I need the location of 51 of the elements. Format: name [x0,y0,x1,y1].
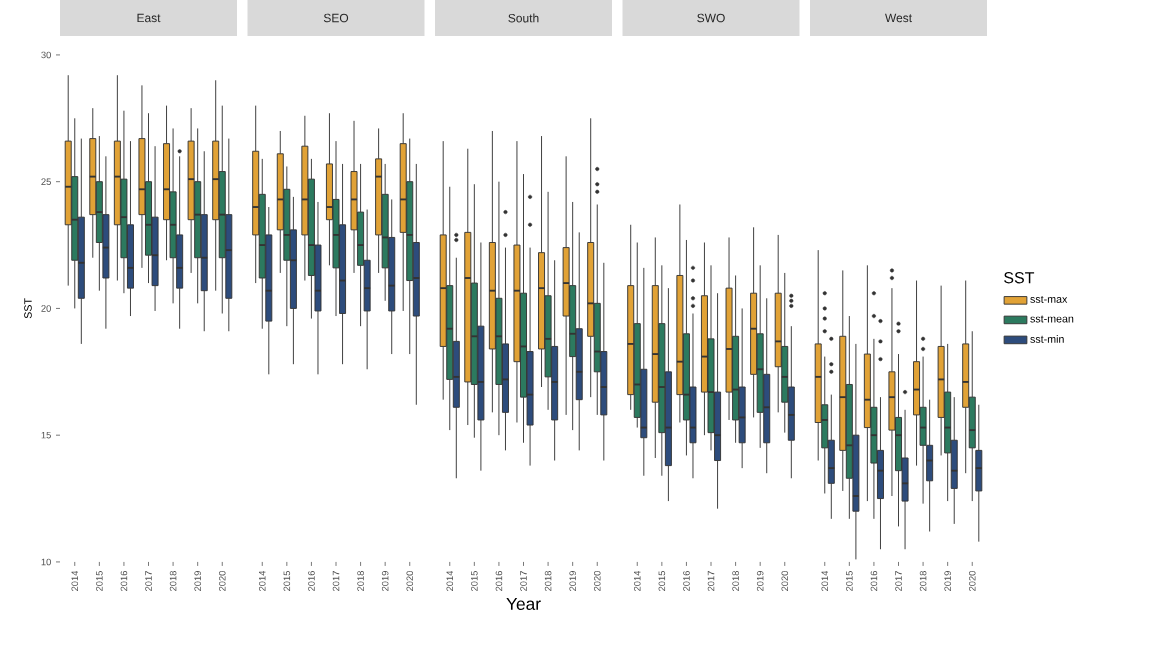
x-tick-label: 2018 [732,571,739,591]
x-tick-label: 2017 [332,571,340,591]
x-tick-label: 2014 [446,570,454,591]
x-tick-label: 2018 [919,571,927,591]
chart-title: East [137,13,161,23]
x-tick-label: 2017 [520,571,527,591]
x-tick-label: 2016 [120,571,128,591]
legend-label: sst-mean [1030,315,1074,323]
x-tick-label: 2016 [870,571,878,591]
x-tick-label: 2014 [633,570,641,591]
y-tick-label: 10 [41,558,51,566]
chart-title: South [508,13,539,23]
legend-label: sst-min [1030,335,1064,343]
x-tick-label: 2020 [406,571,414,591]
x-tick-label: 2019 [381,571,389,591]
chart-title: SEO [323,13,349,23]
x-tick-label: 2020 [593,571,601,591]
x-tick-label: 2015 [96,571,103,591]
y-axis-title: SST [24,298,32,319]
x-tick-label: 2016 [495,571,503,591]
x-tick-label: 2019 [756,571,764,591]
x-tick-label: 2016 [683,571,690,591]
x-tick-label: 2019 [194,571,201,591]
y-tick-label: 20 [41,305,51,312]
x-axis-title: Year [506,597,541,611]
x-tick-label: 2020 [218,571,226,591]
x-tick-label: 2015 [846,571,853,591]
x-tick-label: 2015 [658,571,666,591]
chart-title: West [885,13,912,23]
x-tick-label: 2019 [569,571,576,591]
x-tick-label: 2018 [169,571,177,591]
x-tick-label: 2014 [821,570,829,591]
x-tick-label: 2020 [968,571,976,591]
x-tick-label: 2014 [258,570,266,591]
y-tick-label: 15 [41,431,51,439]
x-tick-label: 2019 [944,571,951,591]
y-tick-label: 25 [41,178,51,186]
x-tick-label: 2015 [283,571,291,591]
x-tick-label: 2015 [471,571,478,591]
legend-title: SST [1004,272,1035,284]
x-tick-label: 2017 [145,571,152,591]
x-tick-label: 2017 [895,571,902,591]
x-tick-label: 2016 [308,571,315,591]
x-tick-label: 2018 [357,571,364,591]
x-tick-label: 2018 [544,571,552,591]
x-tick-label: 2014 [71,570,79,591]
legend-label: sst-max [1030,295,1068,303]
x-tick-label: 2017 [707,571,715,591]
chart-title: SWO [697,13,725,23]
y-tick-label: 30 [41,51,51,59]
x-tick-label: 2020 [781,571,789,591]
